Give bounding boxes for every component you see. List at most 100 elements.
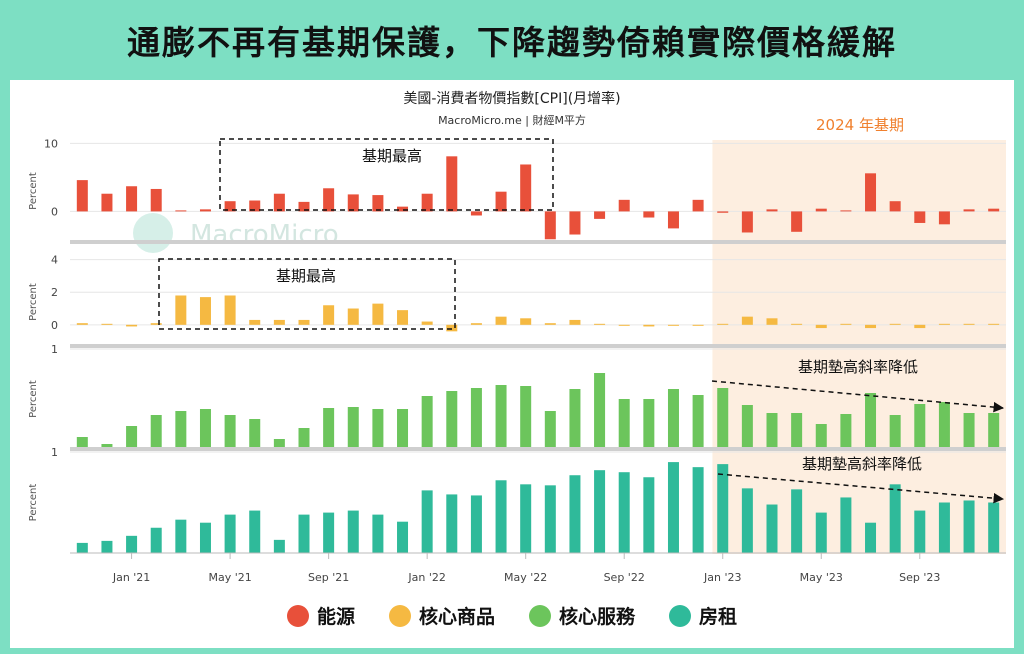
bar-energy	[199, 209, 211, 212]
bar-rent	[717, 464, 729, 553]
chart-title: 美國-消費者物價指數[CPI](月增率)	[403, 91, 621, 107]
services-trend-arrow	[711, 380, 1005, 413]
legend-item-rent[interactable]: 房租	[669, 602, 737, 629]
base-period-label: 2024 年基期	[816, 116, 904, 134]
bar-energy	[446, 156, 458, 212]
bar-services	[692, 395, 704, 449]
bar-services	[914, 404, 926, 449]
xtick-label: Sep '22	[604, 571, 645, 584]
bar-energy	[544, 211, 556, 240]
bar-energy	[175, 210, 187, 212]
bar-energy	[717, 211, 729, 213]
bar-rent	[988, 502, 1000, 553]
bar-energy	[791, 211, 803, 232]
legend-dot-rent	[669, 604, 692, 627]
legend-item-services[interactable]: 核心服務	[529, 602, 635, 629]
panel-separator	[70, 240, 1006, 244]
panel-separator	[70, 344, 1006, 348]
bar-goods	[692, 324, 704, 326]
bar-energy	[594, 211, 606, 219]
bar-services	[397, 409, 409, 449]
bar-goods	[791, 323, 803, 325]
bar-energy	[692, 199, 704, 212]
ytick-rent: 1	[51, 446, 58, 459]
xtick-label: Jan '23	[703, 571, 741, 584]
rent-trend-arrow	[717, 473, 1005, 504]
bar-goods	[224, 295, 236, 325]
bar-energy	[101, 193, 113, 212]
ytick-goods: 4	[51, 254, 58, 267]
bar-energy	[840, 210, 852, 212]
xtick-label: May '23	[800, 571, 843, 584]
bar-services	[618, 399, 630, 449]
bar-goods	[938, 323, 950, 325]
bar-services	[298, 428, 310, 449]
legend-label-energy: 能源	[316, 606, 355, 628]
bar-rent	[76, 542, 88, 553]
bar-services	[495, 385, 507, 449]
bar-services	[840, 414, 852, 449]
bar-energy	[495, 191, 507, 212]
bar-energy	[741, 211, 753, 233]
bar-services	[988, 413, 1000, 449]
bar-rent	[914, 510, 926, 553]
ytick-goods: 2	[51, 286, 58, 299]
bar-goods	[840, 323, 852, 325]
bar-rent	[520, 484, 532, 553]
bar-services	[249, 419, 261, 449]
services-trend-label: 基期墊高斜率降低	[798, 358, 918, 376]
bar-services	[766, 413, 778, 449]
bar-rent	[643, 477, 655, 553]
bar-energy	[224, 201, 236, 212]
bar-rent	[594, 470, 606, 553]
ytick-goods: 0	[51, 319, 58, 332]
bar-rent	[840, 497, 852, 553]
bar-goods	[544, 323, 556, 325]
bar-energy	[914, 211, 926, 223]
legend-item-energy[interactable]: 能源	[286, 602, 355, 629]
bar-goods	[323, 305, 335, 325]
bar-rent	[569, 475, 581, 553]
bar-rent	[175, 519, 187, 553]
energy-annotation-label: 基期最高	[362, 147, 422, 165]
legend-label-goods: 核心商品	[418, 606, 495, 628]
ylabel-goods: Percent	[28, 283, 39, 321]
bar-energy	[667, 211, 679, 229]
bar-rent	[224, 514, 236, 553]
bar-energy	[889, 201, 901, 212]
ytick-energy: 0	[51, 205, 58, 218]
bar-goods	[914, 324, 926, 329]
bar-rent	[372, 514, 384, 553]
bar-rent	[692, 467, 704, 553]
bar-rent	[199, 522, 211, 553]
bar-rent	[938, 502, 950, 553]
bar-rent	[126, 535, 138, 553]
xtick-label: Jan '22	[407, 571, 445, 584]
bar-services	[889, 415, 901, 449]
bar-goods	[520, 318, 532, 325]
bar-rent	[323, 512, 335, 553]
bar-services	[569, 389, 581, 449]
bar-services	[470, 388, 482, 449]
legend-item-goods[interactable]: 核心商品	[388, 602, 495, 629]
ylabel-services: Percent	[28, 380, 39, 418]
bar-goods	[988, 323, 1000, 325]
bar-energy	[865, 173, 877, 212]
bar-energy	[372, 195, 384, 212]
bar-energy	[323, 188, 335, 212]
bar-energy	[397, 206, 409, 212]
bar-services	[101, 444, 113, 449]
bar-goods	[667, 324, 679, 326]
bar-services	[544, 411, 556, 449]
bar-goods	[150, 323, 162, 325]
bar-goods	[175, 295, 187, 325]
bar-rent	[298, 514, 310, 553]
legend-dot-services	[529, 604, 551, 627]
bar-rent	[815, 512, 827, 553]
bar-rent	[741, 488, 753, 553]
bar-rent	[273, 539, 285, 553]
chart-source: MacroMicro.me | 財經M平方	[438, 114, 586, 127]
bar-goods	[249, 319, 261, 325]
bar-goods	[569, 319, 581, 325]
bar-rent	[963, 500, 975, 553]
